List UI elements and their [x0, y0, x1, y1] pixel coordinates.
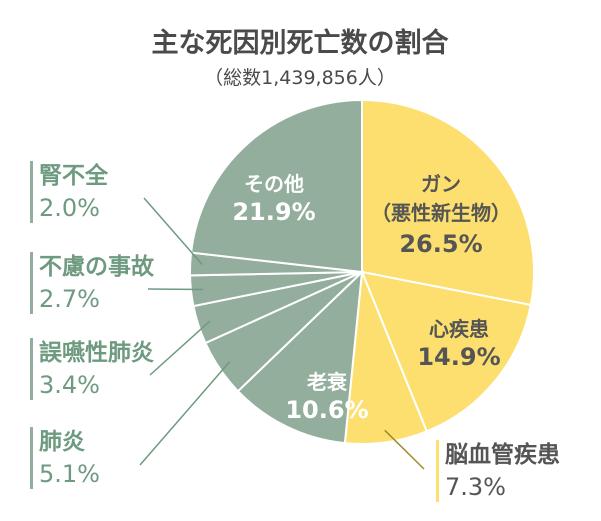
- label-bar-6: [30, 252, 33, 314]
- ext-label-2: 脳血管疾患: [445, 441, 560, 468]
- ext-value-4: 5.1%: [39, 460, 100, 488]
- ext-value-6: 2.7%: [39, 285, 100, 313]
- leader-line-6: [147, 288, 204, 291]
- ext-value-7: 2.0%: [39, 194, 100, 222]
- slice-value-1: 14.9%: [417, 343, 500, 371]
- pie-slice-8: [189, 98, 363, 274]
- leader-lines: [139, 197, 425, 470]
- leader-line-5: [149, 320, 211, 376]
- pie-slices: [189, 98, 536, 445]
- ext-value-5: 3.4%: [39, 371, 100, 399]
- slice-label-1: 心疾患: [429, 317, 489, 341]
- leader-line-4: [139, 361, 231, 466]
- label-bar-4: [30, 427, 33, 489]
- chart-subtitle: （総数1,439,856人）: [204, 67, 396, 89]
- ext-label-5: 誤嚥性肺炎: [39, 339, 154, 366]
- slice-value-3: 10.6%: [285, 396, 368, 424]
- pie-slice-3: [236, 269, 364, 445]
- leader-line-7: [143, 197, 203, 265]
- pie-slice-0: [361, 98, 536, 307]
- leader-line-2: [384, 429, 425, 470]
- slice-value-0: 26.5%: [399, 230, 482, 258]
- pie-slice-1: [360, 270, 532, 433]
- ext-value-2: 7.3%: [445, 473, 506, 501]
- label-bar-2: [436, 440, 439, 502]
- ext-label-4: 肺炎: [39, 429, 85, 455]
- slice-label-0: ガン: [421, 172, 461, 196]
- chart-title: 主な死因別死亡数の割合: [152, 27, 449, 59]
- ext-label-6: 不慮の事故: [39, 254, 154, 280]
- slice-sublabel-0: （悪性新生物）: [371, 201, 511, 225]
- slice-label-8: その他: [244, 172, 304, 196]
- slice-value-8: 21.9%: [232, 198, 315, 226]
- label-bar-5: [30, 338, 33, 400]
- ext-label-7: 腎不全: [39, 162, 109, 189]
- label-bar-7: [30, 161, 33, 223]
- slice-label-3: 老衰: [307, 370, 348, 394]
